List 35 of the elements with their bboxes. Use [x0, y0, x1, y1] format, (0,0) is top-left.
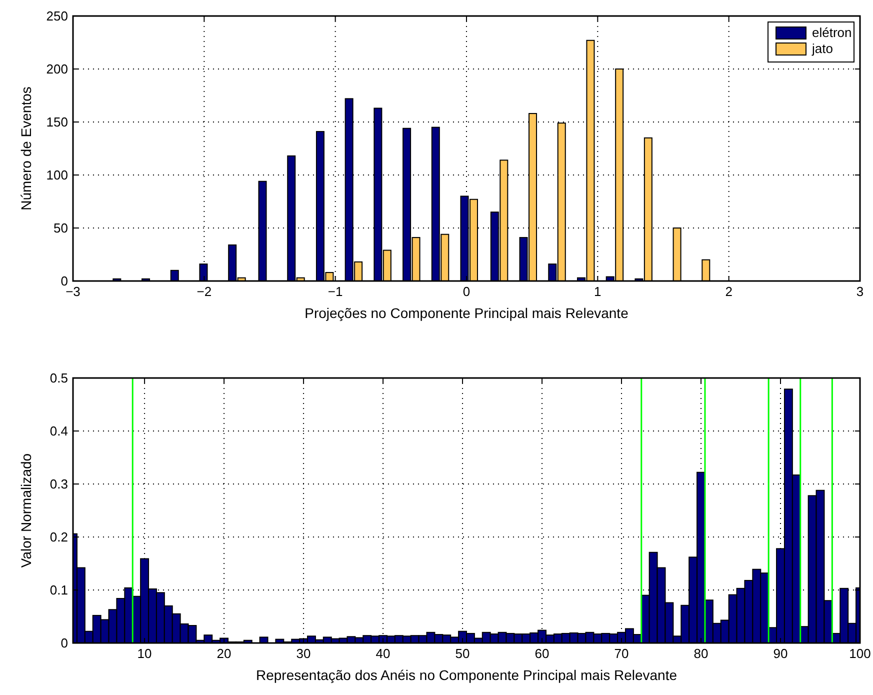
legend-label: jato — [811, 41, 833, 56]
x-axis-title: Projeções no Componente Principal mais Relevante — [304, 305, 629, 321]
x-tick-label: 3 — [856, 284, 864, 299]
x-tick-label: 2 — [725, 284, 732, 299]
y-axis-title: Valor Normalizado — [18, 453, 34, 568]
legend-label: elétron — [812, 25, 852, 40]
y-tick-label: 0.4 — [50, 424, 68, 438]
x-tick-label: −2 — [196, 284, 212, 299]
x-tick-label: −3 — [66, 284, 80, 299]
x-tick-label: 0 — [462, 284, 470, 299]
x-tick-label: 70 — [614, 646, 629, 661]
y-tick-label: 100 — [46, 168, 68, 182]
y-tick-label: 0 — [60, 274, 68, 288]
y-tick-label: 0.1 — [50, 582, 68, 598]
x-tick-label: 80 — [694, 646, 708, 661]
x-tick-label: 40 — [376, 646, 390, 661]
x-tick-label: 1 — [594, 284, 602, 299]
x-tick-label: 100 — [849, 646, 871, 661]
y-axis-title: Número de Eventos — [18, 86, 34, 210]
x-tick-label: 50 — [455, 646, 470, 661]
y-tick-label: 150 — [46, 114, 68, 130]
x-tick-label: 10 — [137, 646, 152, 661]
y-tick-label: 0.2 — [50, 530, 68, 544]
y-tick-label: 50 — [54, 220, 68, 236]
x-axis-title: Representação dos Anéis no Componente Principal mais Relevante — [256, 667, 678, 683]
y-tick-label: 0.3 — [50, 476, 68, 492]
y-tick-label: 250 — [46, 8, 68, 24]
x-tick-label: 90 — [773, 646, 788, 661]
x-tick-label: 20 — [216, 646, 232, 661]
x-tick-label: 30 — [296, 646, 311, 661]
y-tick-label: 0.5 — [50, 370, 68, 386]
y-tick-label: 200 — [46, 62, 68, 76]
y-tick-label: 0 — [60, 636, 68, 650]
x-tick-label: −1 — [328, 284, 343, 299]
x-tick-label: 60 — [534, 646, 550, 661]
